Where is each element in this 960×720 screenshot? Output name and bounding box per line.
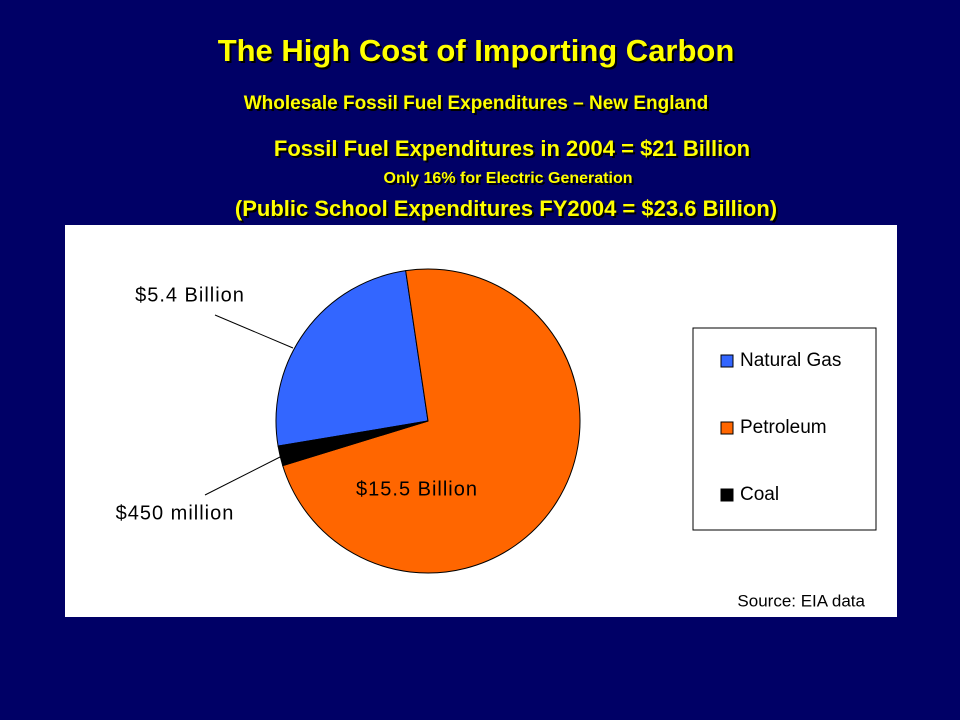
legend-swatch xyxy=(720,421,734,435)
pie-slice xyxy=(282,268,581,574)
note: (Public School Expenditures FY2004 = $23… xyxy=(235,196,777,221)
legend-label: Coal xyxy=(740,484,779,505)
legend-swatch xyxy=(720,354,734,368)
note: Fossil Fuel Expenditures in 2004 = $21 B… xyxy=(274,136,750,161)
slide-subtitle: Wholesale Fossil Fuel Expenditures – New… xyxy=(244,93,709,114)
data-label: $15.5 Billion xyxy=(356,478,478,500)
leader-line xyxy=(214,314,294,349)
source: Source: EIA data xyxy=(737,591,865,610)
legend-swatch xyxy=(720,488,734,502)
pie-slice xyxy=(275,270,429,447)
pie-slice xyxy=(277,420,429,467)
legend-label: Petroleum xyxy=(740,417,827,438)
data-label: $450 million xyxy=(116,502,235,524)
slide-title: The High Cost of Importing Carbon xyxy=(218,33,735,68)
data-label: $5.4 Billion xyxy=(135,284,245,306)
legend-label: Natural Gas xyxy=(740,350,841,371)
note: Only 16% for Electric Generation xyxy=(384,170,633,187)
leader-line xyxy=(204,455,283,496)
